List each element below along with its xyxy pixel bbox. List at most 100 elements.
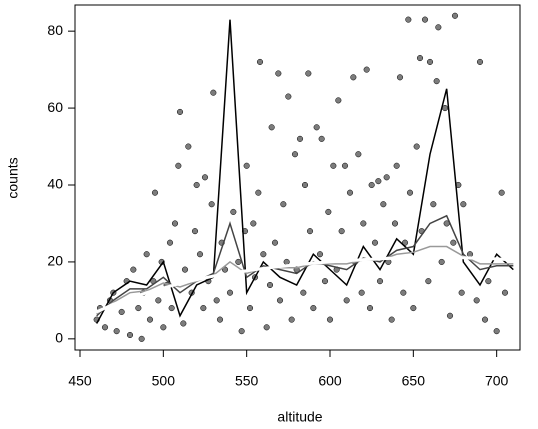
data-point — [441, 105, 449, 112]
data-point — [416, 55, 424, 62]
x-tick-label: 650 — [402, 373, 426, 389]
data-point — [296, 135, 304, 142]
data-point — [300, 289, 307, 296]
data-point — [355, 151, 362, 158]
data-point — [208, 201, 215, 208]
data-point — [135, 305, 142, 312]
data-point — [433, 78, 440, 85]
data-point — [306, 228, 314, 235]
data-point — [318, 135, 325, 142]
data-point — [391, 220, 399, 227]
smooth-line — [96, 255, 514, 314]
data-point — [493, 328, 500, 335]
data-point — [276, 297, 284, 304]
data-point — [498, 189, 505, 196]
data-point — [341, 162, 349, 169]
data-point — [301, 181, 309, 189]
data-point — [383, 174, 390, 181]
data-point — [430, 201, 437, 208]
data-point — [501, 289, 509, 296]
data-point — [246, 305, 254, 312]
data-point — [338, 228, 345, 235]
data-point — [350, 74, 357, 81]
data-point — [155, 297, 162, 304]
data-point — [113, 328, 120, 335]
data-point — [393, 162, 400, 169]
x-axis-label: altitude — [277, 409, 322, 425]
x-tick-label: 700 — [485, 373, 509, 389]
data-point — [326, 316, 334, 323]
data-point — [181, 266, 189, 273]
data-point — [285, 93, 292, 100]
data-point — [268, 124, 275, 131]
data-point — [446, 312, 454, 319]
data-point — [406, 189, 414, 196]
y-axis-label: counts — [5, 157, 21, 198]
data-point — [343, 297, 350, 304]
data-point — [410, 305, 417, 312]
data-point — [450, 239, 457, 246]
data-point — [421, 16, 429, 23]
data-point — [473, 297, 480, 304]
data-point — [213, 297, 220, 304]
data-point — [366, 305, 374, 312]
data-point — [275, 70, 282, 77]
data-point — [260, 251, 267, 258]
data-point — [235, 258, 242, 265]
data-point — [460, 201, 467, 208]
data-point — [425, 278, 432, 285]
data-point — [400, 289, 407, 296]
smooth-line — [96, 245, 514, 315]
data-point — [191, 228, 199, 235]
x-tick-label: 500 — [152, 373, 176, 389]
data-point — [256, 58, 264, 65]
data-point — [451, 12, 459, 19]
data-point — [280, 201, 287, 208]
data-point — [325, 208, 332, 215]
data-point — [380, 201, 387, 208]
data-point — [200, 305, 207, 312]
data-point — [171, 220, 179, 227]
data-point — [193, 181, 200, 189]
data-point — [143, 251, 150, 258]
data-point — [330, 162, 337, 169]
data-point — [263, 324, 270, 331]
data-point — [310, 305, 317, 312]
smooth-line — [96, 19, 514, 324]
data-point — [438, 258, 445, 265]
data-point — [118, 308, 125, 315]
y-tick-label: 60 — [47, 99, 63, 115]
data-point — [185, 143, 192, 150]
data-point — [485, 278, 492, 285]
data-point — [283, 258, 290, 265]
data-point — [271, 239, 279, 246]
data-point — [426, 58, 434, 65]
data-point — [266, 281, 274, 289]
data-point — [346, 189, 354, 196]
data-point — [243, 162, 250, 169]
data-point — [126, 331, 134, 339]
data-point — [305, 70, 312, 77]
data-point — [358, 289, 365, 296]
data-point — [226, 289, 234, 296]
data-point — [388, 316, 395, 323]
y-tick-label: 80 — [47, 22, 63, 38]
data-point — [316, 251, 324, 258]
data-point — [160, 324, 167, 331]
data-point — [250, 220, 257, 227]
data-point — [335, 97, 342, 104]
smooth-line — [96, 214, 514, 317]
data-point — [146, 316, 154, 323]
y-tick-label: 20 — [47, 253, 63, 269]
data-point — [138, 335, 145, 342]
data-point — [288, 316, 295, 323]
data-point — [176, 108, 184, 115]
x-tick-label: 550 — [235, 373, 259, 389]
data-point — [255, 189, 262, 196]
data-point — [230, 208, 237, 215]
data-point — [130, 266, 137, 273]
data-point — [166, 239, 174, 246]
y-tick-label: 0 — [55, 330, 63, 346]
data-point — [401, 239, 409, 246]
